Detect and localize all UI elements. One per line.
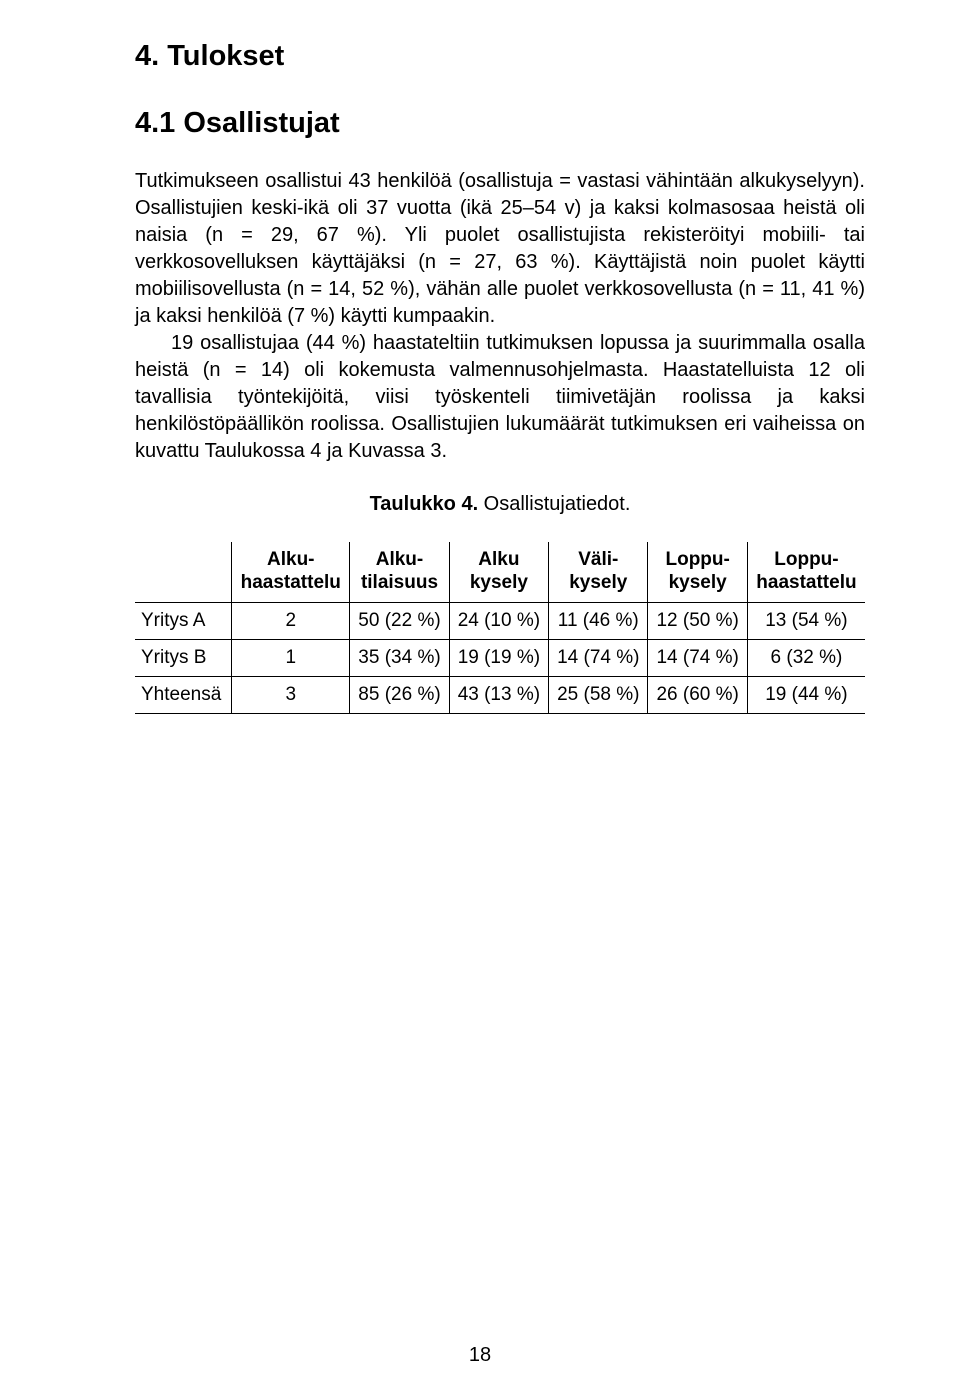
paragraph-2: 19 osallistujaa (44 %) haastateltiin tut… bbox=[135, 330, 865, 465]
col-header-line: haastattelu bbox=[241, 572, 341, 593]
col-header-line: kysely bbox=[669, 572, 727, 593]
col-header-line: Alku bbox=[478, 549, 519, 570]
table-cell: 19 (19 %) bbox=[449, 639, 548, 676]
col-header-line: tilaisuus bbox=[361, 572, 438, 593]
col-header-line: Loppu- bbox=[665, 549, 729, 570]
document-page: 4. Tulokset 4.1 Osallistujat Tutkimuksee… bbox=[0, 0, 960, 1395]
table-row: Yritys B 1 35 (34 %) 19 (19 %) 14 (74 %)… bbox=[135, 639, 865, 676]
table-cell: 3 bbox=[232, 676, 350, 713]
table-header-empty bbox=[135, 542, 232, 602]
col-header-line: Loppu- bbox=[774, 549, 838, 570]
table-cell: 26 (60 %) bbox=[648, 676, 747, 713]
table-row: Yritys A 2 50 (22 %) 24 (10 %) 11 (46 %)… bbox=[135, 602, 865, 639]
col-header-line: kysely bbox=[569, 572, 627, 593]
table-header-col-3: Alku kysely bbox=[449, 542, 548, 602]
table-cell: 11 (46 %) bbox=[549, 602, 648, 639]
page-number: 18 bbox=[0, 1344, 960, 1367]
table-cell: 24 (10 %) bbox=[449, 602, 548, 639]
table-caption-title: Osallistujatiedot. bbox=[478, 493, 630, 515]
table-caption: Taulukko 4. Osallistujatiedot. bbox=[135, 493, 865, 516]
table-header-col-2: Alku- tilaisuus bbox=[350, 542, 449, 602]
table-cell: 19 (44 %) bbox=[747, 676, 865, 713]
row-label: Yhteensä bbox=[135, 676, 232, 713]
table-caption-number: Taulukko 4. bbox=[370, 493, 479, 515]
row-label: Yritys A bbox=[135, 602, 232, 639]
table-cell: 25 (58 %) bbox=[549, 676, 648, 713]
table-cell: 35 (34 %) bbox=[350, 639, 449, 676]
table-cell: 13 (54 %) bbox=[747, 602, 865, 639]
row-label: Yritys B bbox=[135, 639, 232, 676]
col-header-line: Alku- bbox=[376, 549, 424, 570]
heading-level-1: 4. Tulokset bbox=[135, 40, 865, 73]
table-header-col-1: Alku- haastattelu bbox=[232, 542, 350, 602]
table-cell: 85 (26 %) bbox=[350, 676, 449, 713]
col-header-line: haastattelu bbox=[756, 572, 856, 593]
table-cell: 43 (13 %) bbox=[449, 676, 548, 713]
table-cell: 2 bbox=[232, 602, 350, 639]
col-header-line: kysely bbox=[470, 572, 528, 593]
table-row: Yhteensä 3 85 (26 %) 43 (13 %) 25 (58 %)… bbox=[135, 676, 865, 713]
body-text-block: Tutkimukseen osallistui 43 henkilöä (osa… bbox=[135, 168, 865, 465]
table-cell: 14 (74 %) bbox=[549, 639, 648, 676]
heading-level-2: 4.1 Osallistujat bbox=[135, 107, 865, 140]
col-header-line: Väli- bbox=[578, 549, 618, 570]
table-header-col-6: Loppu- haastattelu bbox=[747, 542, 865, 602]
col-header-line: Alku- bbox=[267, 549, 315, 570]
table-cell: 1 bbox=[232, 639, 350, 676]
table-cell: 6 (32 %) bbox=[747, 639, 865, 676]
table-cell: 50 (22 %) bbox=[350, 602, 449, 639]
table-cell: 12 (50 %) bbox=[648, 602, 747, 639]
paragraph-1: Tutkimukseen osallistui 43 henkilöä (osa… bbox=[135, 168, 865, 330]
table-cell: 14 (74 %) bbox=[648, 639, 747, 676]
table-header-col-5: Loppu- kysely bbox=[648, 542, 747, 602]
participant-table: Alku- haastattelu Alku- tilaisuus Alku k… bbox=[135, 542, 865, 714]
table-header-col-4: Väli- kysely bbox=[549, 542, 648, 602]
table-header-row: Alku- haastattelu Alku- tilaisuus Alku k… bbox=[135, 542, 865, 602]
